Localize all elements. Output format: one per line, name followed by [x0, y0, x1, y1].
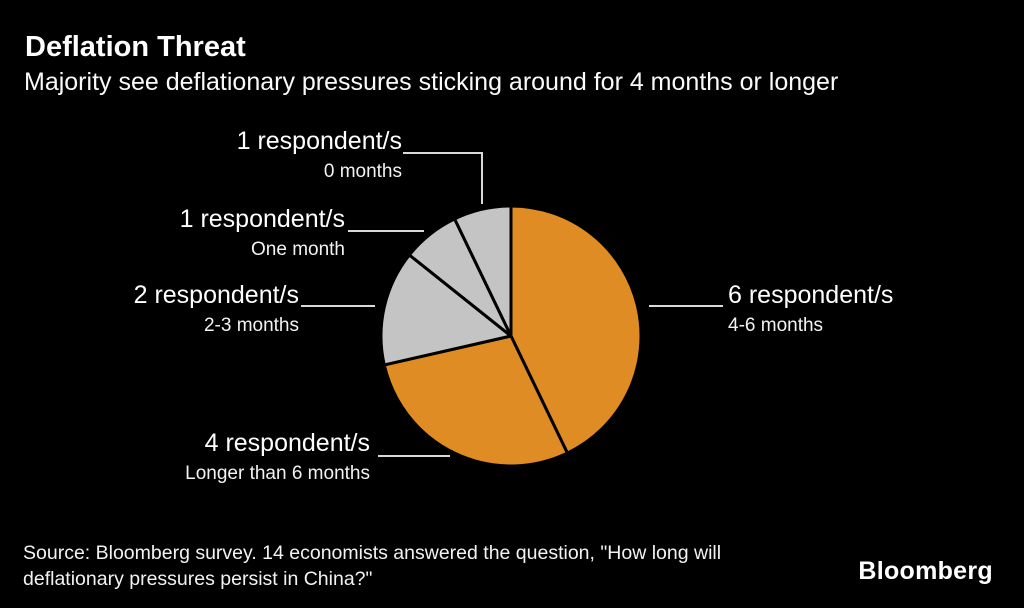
callout-one-month: 1 respondent/s One month	[179, 205, 345, 261]
leader-line	[348, 230, 424, 232]
bloomberg-logo: Bloomberg	[858, 557, 993, 585]
slice-name-label: 4-6 months	[728, 315, 824, 336]
callout-longer-than-6-months: 4 respondent/s Longer than 6 months	[185, 429, 370, 485]
callout-2-3-months: 2 respondent/s 2-3 months	[133, 281, 299, 337]
chart-title: Deflation Threat	[25, 31, 246, 63]
leader-line	[378, 455, 450, 457]
source-note-line: Source: Bloomberg survey. 14 economists …	[23, 542, 722, 564]
pie-slice-longer-than-6-months	[382, 334, 569, 468]
callout-4-6-months: 6 respondent/s 4-6 months	[728, 281, 894, 337]
pie-slice-0-months	[453, 204, 513, 338]
slice-name-label: 2-3 months	[203, 315, 299, 336]
respondent-count-label: 2 respondent/s	[133, 281, 299, 309]
leader-line	[649, 305, 723, 307]
slice-name-label: One month	[251, 239, 345, 260]
leader-line	[481, 152, 483, 204]
slice-name-label: 0 months	[323, 161, 402, 182]
pie-slice-2-3-months	[379, 253, 513, 367]
callout-0-months: 1 respondent/s 0 months	[236, 127, 402, 183]
source-note: Source: Bloomberg survey. 14 economists …	[23, 540, 721, 592]
respondent-count-label: 1 respondent/s	[179, 205, 345, 233]
pie-slice-4-6-months	[509, 204, 643, 455]
source-note-line: deflationary pressures persist in China?…	[23, 568, 373, 590]
respondent-count-label: 6 respondent/s	[728, 281, 894, 309]
respondent-count-label: 4 respondent/s	[204, 429, 370, 457]
respondent-count-label: 1 respondent/s	[236, 127, 402, 155]
pie-chart	[379, 204, 643, 468]
slice-name-label: Longer than 6 months	[185, 463, 370, 484]
leader-line	[403, 152, 482, 154]
leader-line	[301, 305, 375, 307]
chart-subtitle: Majority see deflationary pressures stic…	[24, 68, 839, 96]
